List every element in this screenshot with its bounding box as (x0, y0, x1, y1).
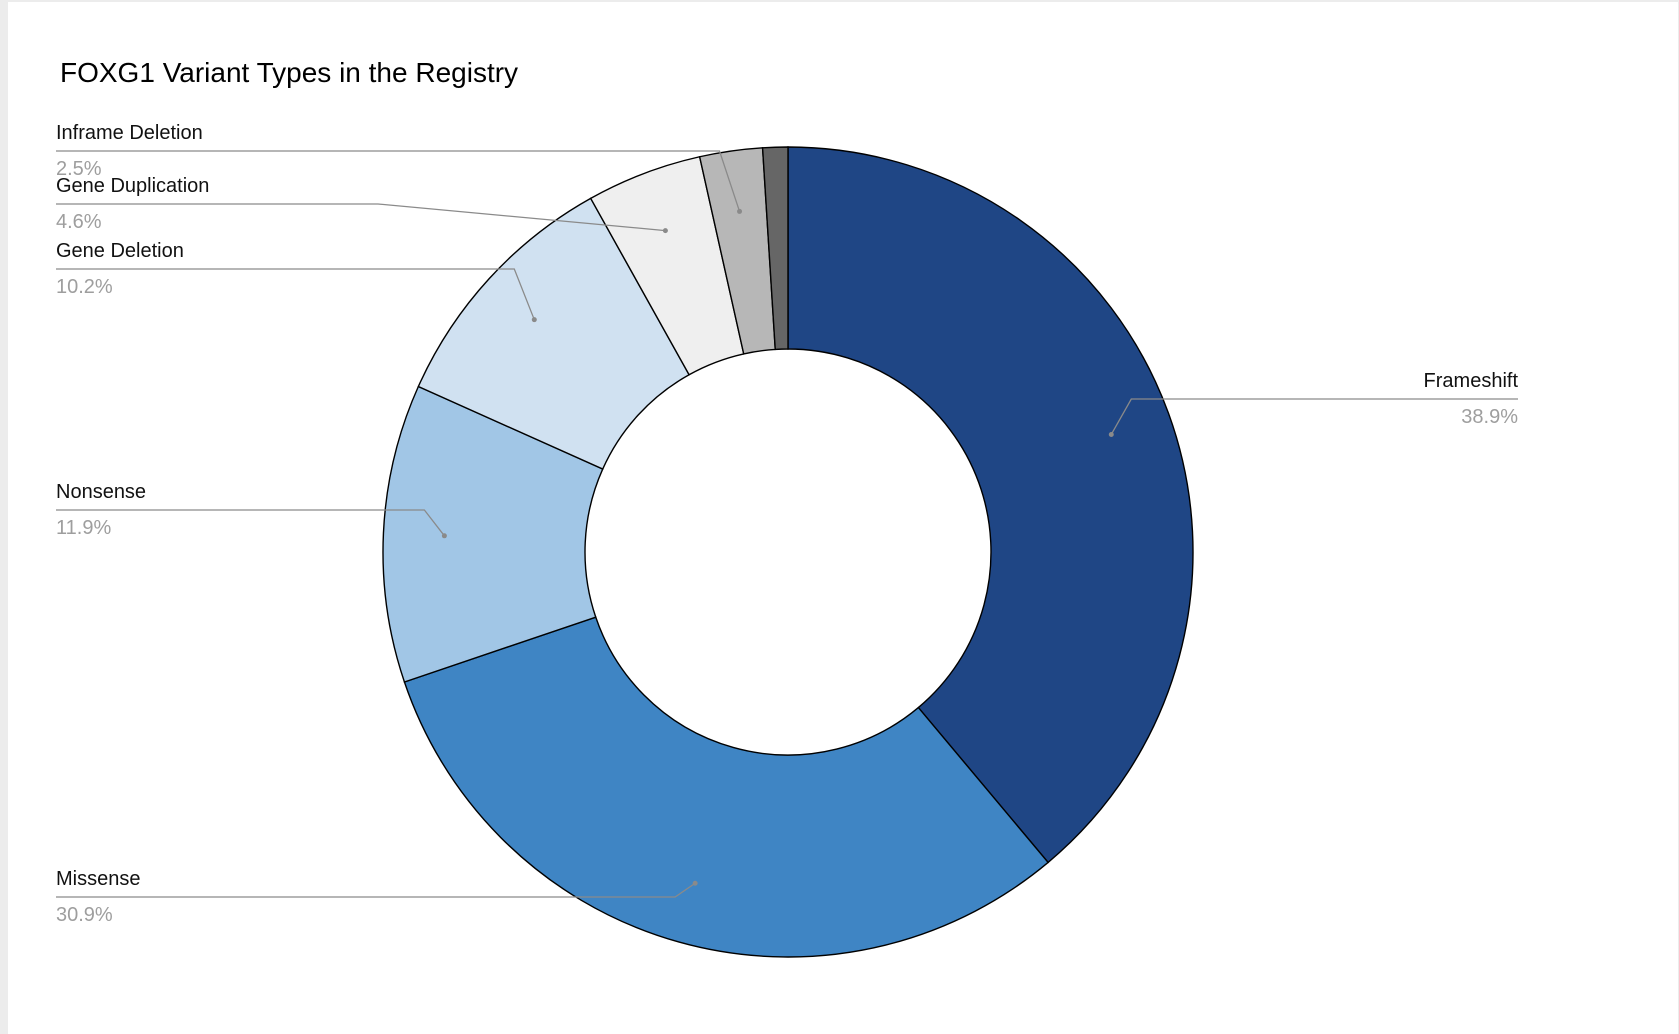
slice-frameshift[interactable] (787, 146, 1194, 864)
leader-line-gene-duplication (56, 203, 666, 232)
chart-title: FOXG1 Variant Types in the Registry (60, 57, 518, 88)
leader-dot-inframe-deletion (737, 208, 743, 214)
leader-line-nonsense (56, 509, 445, 537)
slice-other[interactable] (761, 146, 789, 351)
slice-value-gene-deletion: 10.2% (56, 276, 113, 298)
slice-value-inframe-deletion: 2.5% (56, 158, 102, 180)
slice-label-inframe-deletion: Inframe Deletion (56, 122, 203, 144)
leader-dot-nonsense (441, 533, 447, 539)
slice-value-missense: 30.9% (56, 904, 113, 926)
slice-label-gene-deletion: Gene Deletion (56, 240, 184, 262)
leader-line-inframe-deletion (56, 150, 741, 212)
donut-slices (382, 146, 1194, 958)
leader-lines (56, 150, 1518, 898)
slice-value-nonsense: 11.9% (56, 517, 111, 539)
leader-dot-missense (692, 880, 698, 886)
slice-labels: Frameshift 38.9% Missense 30.9% Nonsense 11.9… (56, 122, 1518, 926)
slice-label-frameshift: Frameshift (1424, 370, 1519, 392)
leader-dot-gene-duplication (662, 228, 668, 234)
leader-dot-gene-deletion (531, 317, 537, 323)
leader-dot-frameshift (1108, 431, 1114, 437)
slice-value-frameshift: 38.9% (1461, 406, 1518, 428)
slice-label-gene-duplication: Gene Duplication (56, 175, 209, 197)
leader-line-frameshift (1110, 398, 1518, 435)
slice-value-gene-duplication: 4.6% (56, 211, 102, 233)
leader-line-missense (56, 882, 696, 898)
donut-chart: FOXG1 Variant Types in the Registry Fram… (56, 57, 1518, 958)
slice-nonsense[interactable] (382, 385, 604, 683)
slice-gene-deletion[interactable] (417, 197, 691, 470)
leader-line-gene-deletion (56, 268, 535, 320)
slice-label-nonsense: Nonsense (56, 481, 146, 503)
chart-card: FOXG1 Variant Types in the Registry Fram… (8, 2, 1678, 1034)
slice-label-missense: Missense (56, 868, 140, 890)
slice-missense[interactable] (403, 616, 1050, 958)
